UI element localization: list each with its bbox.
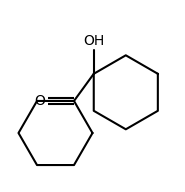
Text: O: O bbox=[34, 94, 45, 108]
Text: OH: OH bbox=[83, 34, 104, 48]
